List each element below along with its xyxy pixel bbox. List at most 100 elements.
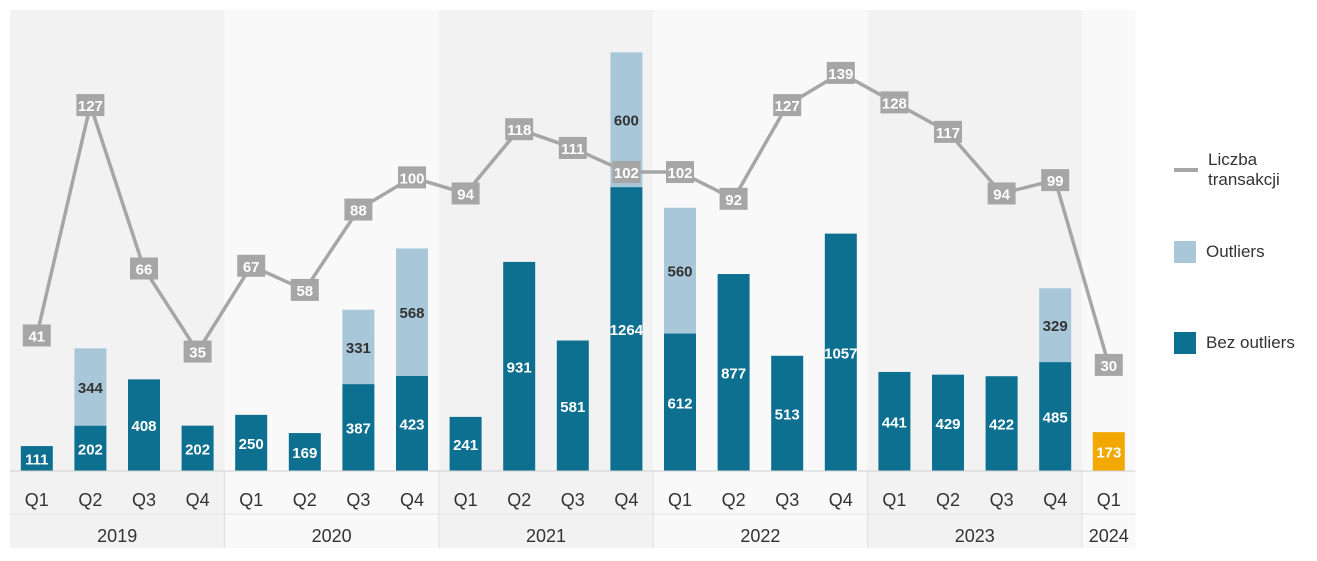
line-point-box: [612, 161, 641, 184]
bar-bez-outliers: [771, 355, 804, 471]
bar-bez-outliers: [1092, 432, 1125, 471]
line-point-label: 128: [882, 95, 907, 112]
bar-bez-outliers: [128, 379, 160, 471]
bar-bez-outliers: [717, 274, 750, 471]
legend-item-liczba-transakcji[interactable]: Liczba transakcji: [1174, 150, 1298, 190]
quarter-label: Q3: [775, 490, 799, 510]
quarter-label: Q3: [346, 490, 370, 510]
quarter-label: Q4: [614, 490, 638, 510]
line-point-label: 102: [667, 165, 692, 182]
bar-bez-outliers: [1039, 362, 1072, 471]
quarter-label: Q3: [132, 490, 156, 510]
quarter-label: Q1: [454, 490, 478, 510]
line-point-label: 118: [507, 122, 531, 139]
line-point-box: [1041, 169, 1070, 192]
bar-bez-outliers: [74, 425, 107, 471]
quarter-label: Q1: [239, 490, 263, 510]
year-label: 2019: [97, 526, 137, 546]
legend: Liczba transakcji Outliers Bez outliers: [1174, 0, 1314, 561]
bar-bez-outliers: [396, 375, 428, 471]
x-axis: 2019 2020 2021 2022 2023 2024 Q1 Q2 Q3 Q4 Q1 Q2 Q3 Q4…: [10, 470, 1136, 548]
bar-label-bez: 387: [346, 421, 371, 438]
bar-bez-outliers: [610, 187, 643, 472]
bar-label-bez: 250: [239, 436, 264, 453]
quarter-label: Q2: [507, 490, 531, 510]
bar-label-bez: 931: [507, 359, 532, 376]
line-point-label: 102: [614, 165, 639, 182]
year-label: 2024: [1089, 526, 1129, 546]
line-point-label: 88: [350, 203, 367, 220]
bar-label-bez: 241: [453, 437, 478, 454]
line-point-label: 30: [1100, 358, 1117, 375]
bar-label-bez: 877: [721, 366, 746, 383]
bar-bez-outliers: [878, 371, 911, 471]
line-point-box: [344, 198, 373, 221]
line-point-box: [237, 254, 266, 277]
year-label: 2021: [526, 526, 566, 546]
bar-label-bez: 422: [989, 417, 1014, 434]
bar-label-bez: 1264: [610, 322, 644, 339]
quarter-label: Q3: [561, 490, 585, 510]
line-point-box: [398, 166, 426, 189]
year-label: 2023: [955, 526, 995, 546]
bar-label-bez: 202: [78, 441, 103, 458]
line-point-label: 117: [936, 125, 960, 142]
line-point-box: [505, 118, 534, 141]
legend-outliers-swatch: [1174, 241, 1196, 263]
year-label: 2022: [740, 526, 780, 546]
line-point-box: [934, 120, 962, 143]
line-point-label: 111: [561, 141, 584, 158]
quarter-label: Q2: [936, 490, 960, 510]
bar-label-bez: 612: [667, 395, 692, 412]
line-point-box: [826, 61, 855, 84]
line-point-box: [666, 161, 694, 184]
bars: [20, 52, 1125, 472]
bar-label-bez: 423: [399, 416, 424, 433]
line-point-label: 100: [399, 170, 424, 187]
quarter-label: Q2: [722, 490, 746, 510]
line-point-box: [773, 94, 802, 117]
quarter-label: Q1: [1097, 490, 1121, 510]
bar-bez-outliers: [235, 414, 268, 471]
quarter-label: Q2: [78, 490, 102, 510]
bar-outliers: [74, 348, 107, 426]
line-point-label: 94: [993, 186, 1010, 203]
line-point-label: 67: [243, 259, 260, 276]
line-point-box: [451, 182, 480, 205]
bar-label-bez: 169: [292, 445, 317, 462]
data-labels: 111 202 344 408 202 250 169 387 331 423 568 241 931 5…: [22, 61, 1123, 469]
legend-item-outliers[interactable]: Outliers: [1174, 241, 1265, 263]
line-point-box: [1094, 353, 1123, 376]
bar-label-bez: 513: [775, 406, 800, 423]
bar-bez-outliers: [985, 376, 1018, 471]
bar-label-outliers: 560: [667, 264, 692, 281]
bar-bez-outliers: [342, 384, 375, 471]
line-point-label: 127: [78, 98, 103, 115]
bar-label-outliers: 568: [399, 305, 424, 322]
line-point-box: [76, 94, 105, 117]
bar-outliers: [342, 309, 375, 385]
bar-bez-outliers: [181, 425, 214, 471]
line-point-label: 35: [189, 345, 206, 362]
bar-bez-outliers: [556, 340, 589, 471]
line-point-label: 94: [457, 186, 474, 203]
line-point-box: [880, 91, 909, 114]
legend-line-swatch: [1174, 168, 1198, 172]
bar-bez-outliers: [932, 374, 964, 471]
quarter-label: Q1: [25, 490, 49, 510]
quarter-label: Q4: [829, 490, 853, 510]
line-point-label: 139: [828, 66, 853, 83]
quarter-label: Q1: [882, 490, 906, 510]
bar-label-bez: 202: [185, 441, 210, 458]
bar-label-outliers: 600: [614, 113, 639, 130]
legend-item-bez-outliers[interactable]: Bez outliers: [1174, 332, 1295, 354]
bar-label-bez: 1057: [824, 345, 857, 362]
bar-outliers: [664, 207, 696, 334]
bar-label-bez: 441: [882, 414, 907, 431]
line-point-label: 127: [775, 98, 800, 115]
bar-outliers: [396, 248, 428, 376]
bar-bez-outliers: [664, 333, 696, 471]
bar-outliers: [1039, 288, 1072, 363]
line-point-box: [987, 182, 1016, 205]
legend-label: Liczba transakcji: [1208, 150, 1280, 189]
